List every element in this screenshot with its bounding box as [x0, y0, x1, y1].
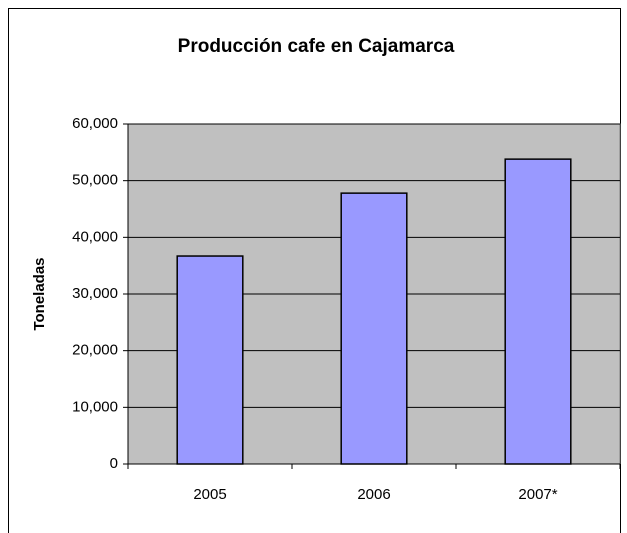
bar	[176, 255, 244, 465]
y-tick-label: 30,000	[72, 285, 118, 302]
y-tick-label: 50,000	[72, 172, 118, 189]
y-tick-label: 60,000	[72, 115, 118, 132]
y-axis-title: Toneladas	[31, 257, 48, 330]
bar	[340, 192, 408, 465]
y-tick-label: 20,000	[72, 342, 118, 359]
x-tick-label: 2007*	[518, 486, 557, 503]
y-tick-label: 0	[110, 455, 118, 472]
chart-title: Producción cafe en Cajamarca	[178, 36, 455, 57]
y-tick-label: 40,000	[72, 228, 118, 245]
x-tick-label: 2005	[193, 486, 226, 503]
bar	[504, 158, 572, 465]
y-tick-label: 10,000	[72, 398, 118, 415]
x-tick-label: 2006	[357, 486, 390, 503]
